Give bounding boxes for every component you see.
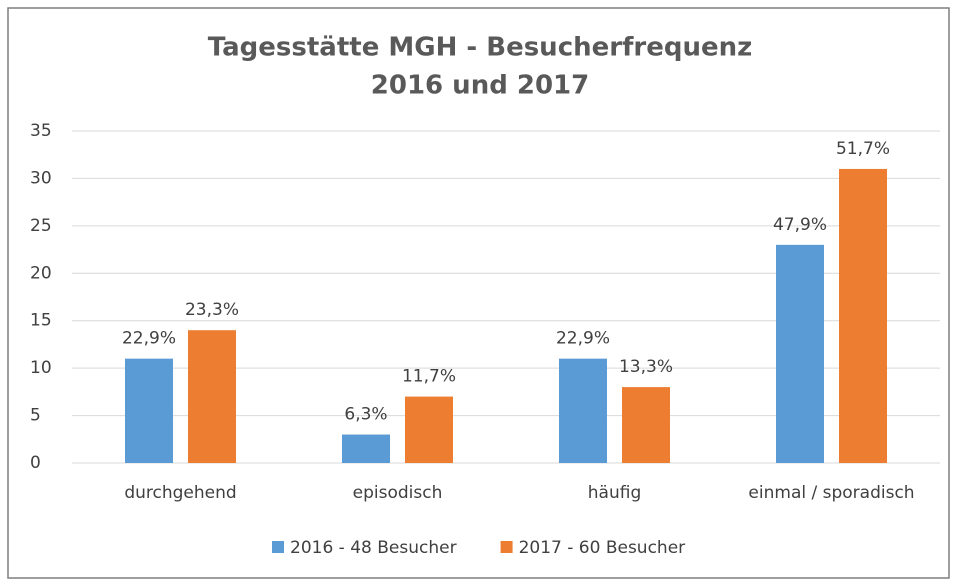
x-tick-label: häufig [588,483,641,503]
x-tick-label: episodisch [353,483,443,503]
value-label: 6,3% [344,405,387,425]
x-tick-label: durchgehend [124,483,236,503]
value-label: 13,3% [619,357,673,377]
y-tick-label: 15 [30,311,52,331]
legend-label: 2016 - 48 Besucher [290,538,457,558]
chart-subtitle: 2016 und 2017 [371,71,589,101]
y-tick-label: 0 [30,453,41,473]
bar [839,168,887,463]
y-tick-label: 20 [30,263,52,283]
bar [125,358,173,463]
value-label: 11,7% [402,367,456,387]
value-label: 47,9% [773,215,827,235]
value-label: 22,9% [556,329,610,349]
y-tick-label: 10 [30,358,52,378]
chart-title: Tagesstätte MGH - Besucherfrequenz [208,33,753,63]
value-label: 22,9% [122,329,176,349]
bar [188,330,236,463]
y-tick-label: 35 [30,121,52,141]
bar [776,244,824,463]
value-label: 51,7% [836,139,890,159]
legend-label: 2017 - 60 Besucher [519,538,686,558]
bar [342,434,390,463]
y-tick-label: 5 [30,406,41,426]
legend-swatch [500,541,513,553]
y-tick-label: 30 [30,168,52,188]
bar [559,358,607,463]
bar [405,396,453,463]
value-label: 23,3% [185,300,239,320]
x-tick-label: einmal / sporadisch [748,483,914,503]
y-tick-label: 25 [30,216,52,236]
legend-swatch [272,541,284,553]
bar [622,387,670,463]
